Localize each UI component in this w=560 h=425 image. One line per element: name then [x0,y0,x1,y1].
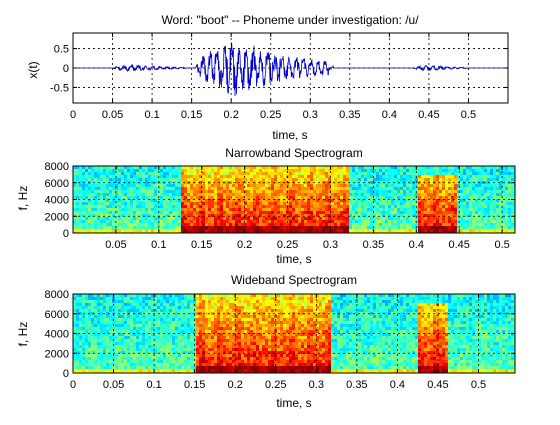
wideband-x-tick-label: 0.05 [103,379,124,391]
waveform-plot-area: 0 0.05 0.1 0.15 0.2 0.25 0.3 0.35 0.4 0.45 0.5 0.5 0… [50,33,508,121]
narrowband-x-tick-label: 0.3 [323,239,338,251]
wideband-y-tick-label: 8000 [45,289,69,301]
narrowband-y-tick-label: 0 [63,228,69,240]
wideband-x-tick-label: 0.15 [184,379,205,391]
wideband-y-tick-label: 2000 [45,348,69,360]
waveform-x-tick-label: 0.25 [260,109,281,121]
narrowband-y-tick-label: 2000 [45,211,69,223]
narrowband-y-tick-label: 6000 [45,178,69,190]
wideband-x-tick-label: 0.35 [346,379,367,391]
narrowband-plot-area: 0.05 0.1 0.15 0.2 0.25 0.3 0.35 0.4 0.45 0.5 0 2000… [45,161,517,251]
narrowband-x-tick-label: 0.4 [409,239,424,251]
narrowband-x-tick-label: 0.15 [191,239,212,251]
waveform-x-tick-label: 0.2 [224,109,239,121]
waveform-x-tick-label: 0.5 [461,109,476,121]
wideband-x-tick-label: 0.1 [146,379,161,391]
narrowband-x-tick-label: 0.2 [237,239,252,251]
wideband-x-tick-label: 0.45 [427,379,448,391]
waveform-x-tick-label: 0.05 [102,109,123,121]
narrowband-x-tick-label: 0.35 [363,239,384,251]
waveform-x-tick-label: 0 [70,109,76,121]
waveform-x-tick-label: 0.45 [418,109,439,121]
narrowband-title: Narrowband Spectrogram [225,146,362,160]
wideband-spectrogram-cells [73,294,517,375]
wideband-x-tick-label: 0.25 [265,379,286,391]
wideband-spectrogram-panel: Wideband Spectrogram 0 0.05 0.1 0.15 0.2 0.25… [16,273,517,410]
waveform-y-tick-label: 0 [63,63,69,75]
waveform-x-tick-label: 0.15 [181,109,202,121]
waveform-panel: Word: "boot" -- Phoneme under investigat… [26,13,508,142]
wideband-plot-area: 0 0.05 0.1 0.15 0.2 0.25 0.3 0.35 0.4 0.45 0.5 0 200… [45,289,517,391]
narrowband-spectrogram-cells [73,166,517,235]
waveform-title: Word: "boot" -- Phoneme under investigat… [161,13,419,27]
wideband-xlabel: time, s [276,396,311,410]
waveform-x-tick-label: 0.35 [339,109,360,121]
waveform-x-tick-label: 0.1 [144,109,159,121]
wideband-x-tick-label: 0 [70,379,76,391]
wideband-x-tick-label: 0.4 [390,379,405,391]
wideband-y-tick-label: 0 [63,368,69,380]
narrowband-spectrogram-panel: Narrowband Spectrogram 0.05 0.1 0.15 0.2 0.2… [16,146,517,266]
wideband-data-layer [73,294,517,375]
waveform-y-tick-label: -0.5 [50,82,69,94]
narrowband-data-layer [73,166,517,235]
wideband-x-tick-label: 0.3 [309,379,324,391]
narrowband-x-tick-label: 0.5 [494,239,509,251]
narrowband-x-tick-label: 0.1 [151,239,166,251]
waveform-y-tick-label: 0.5 [54,44,69,56]
narrowband-y-tick-label: 8000 [45,161,69,173]
waveform-x-tick-label: 0.3 [303,109,318,121]
narrowband-x-tick-label: 0.05 [105,239,126,251]
narrowband-xlabel: time, s [276,252,311,266]
wideband-x-tick-label: 0.5 [471,379,486,391]
wideband-y-tick-label: 6000 [45,309,69,321]
narrowband-x-tick-label: 0.25 [277,239,298,251]
narrowband-x-tick-label: 0.45 [449,239,470,251]
wideband-ylabel: f, Hz [16,322,30,347]
narrowband-ylabel: f, Hz [16,186,30,211]
narrowband-y-tick-label: 4000 [45,195,69,207]
waveform-xlabel: time, s [272,128,307,142]
wideband-y-tick-label: 4000 [45,329,69,341]
wideband-title: Wideband Spectrogram [231,273,357,287]
waveform-ylabel: x(t) [26,61,40,78]
wideband-x-tick-label: 0.2 [228,379,243,391]
waveform-x-tick-label: 0.4 [382,109,397,121]
